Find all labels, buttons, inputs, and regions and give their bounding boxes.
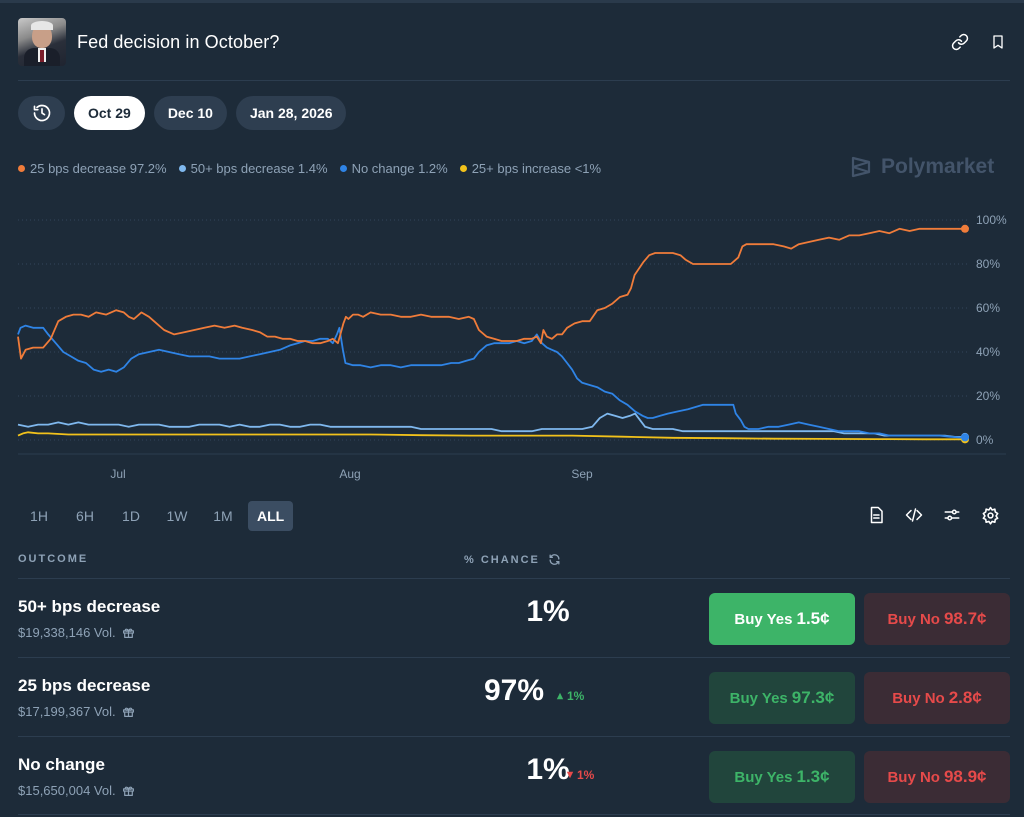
range-1h[interactable]: 1H [30, 508, 48, 524]
tab-jan-28-2026[interactable]: Jan 28, 2026 [235, 96, 347, 130]
y-tick-label: 20% [976, 389, 1000, 403]
bookmark-icon[interactable] [988, 32, 1008, 52]
market-title: Fed decision in October? [77, 31, 280, 52]
history-icon [33, 104, 50, 122]
series-line-25-bps-decrease [17, 227, 965, 360]
document-icon[interactable] [866, 505, 886, 525]
y-tick-label: 40% [976, 345, 1000, 359]
time-range-selector: 1H 6H 1D 1W 1M ALL [18, 501, 294, 531]
range-6h[interactable]: 6H [76, 508, 94, 524]
range-1w[interactable]: 1W [166, 508, 188, 524]
outcome-name: 25 bps decrease [18, 676, 151, 695]
series-line-50-bps-decrease [17, 412, 965, 438]
chart-tools [866, 505, 1000, 525]
y-tick-label: 60% [976, 301, 1000, 315]
range-all[interactable]: ALL [248, 501, 294, 531]
code-icon[interactable] [904, 505, 924, 525]
link-icon[interactable] [950, 32, 970, 52]
outcome-name: No change [18, 755, 105, 774]
header-actions [950, 32, 1010, 52]
buy-no-button[interactable]: Buy No 98.9¢ [864, 751, 1010, 803]
outcome-chance: 1% [526, 595, 570, 628]
polymarket-logo-icon [851, 156, 871, 178]
outcome-name: 50+ bps decrease [18, 597, 161, 616]
legend-item: 25+ bps increase <1% [459, 161, 601, 176]
series-end-point [961, 433, 969, 442]
gift-icon[interactable] [122, 626, 135, 639]
outcome-row[interactable]: 50+ bps decrease $19,338,146 Vol. 1% Buy… [18, 579, 1010, 657]
outcome-volume: $15,650,004 Vol. [18, 783, 135, 798]
row-divider [18, 814, 1010, 815]
buy-yes-button[interactable]: Buy Yes 1.5¢ [709, 593, 855, 645]
y-tick-label: 0% [976, 433, 994, 447]
tab-oct-29[interactable]: Oct 29 [74, 96, 145, 130]
series-line-no-change [17, 324, 965, 439]
outcome-volume: $17,199,367 Vol. [18, 704, 135, 719]
history-button[interactable] [18, 96, 65, 130]
column-outcome: OUTCOME [18, 553, 89, 565]
price-chart[interactable]: 100% 80% 60% 40% 20% 0% Jul Aug Sep [0, 195, 1024, 485]
chance-delta: 1% [556, 689, 584, 703]
legend-item: No change 1.2% [339, 161, 448, 176]
y-tick-label: 100% [976, 213, 1007, 227]
legend-item: 50+ bps decrease 1.4% [178, 161, 328, 176]
refresh-icon[interactable] [548, 553, 561, 566]
buy-no-button[interactable]: Buy No 2.8¢ [864, 672, 1010, 724]
range-1d[interactable]: 1D [122, 508, 140, 524]
table-divider [18, 578, 1010, 579]
tab-dec-10[interactable]: Dec 10 [153, 96, 227, 130]
polymarket-watermark: Polymarket [849, 155, 994, 179]
outcome-volume: $19,338,146 Vol. [18, 625, 135, 640]
row-divider [18, 736, 1010, 737]
x-tick-label: Aug [339, 467, 360, 481]
sliders-icon[interactable] [942, 505, 962, 525]
market-header: Fed decision in October? [18, 18, 1010, 66]
outcome-chance: 97% [483, 674, 545, 707]
buy-no-button[interactable]: Buy No 98.7¢ [864, 593, 1010, 645]
market-avatar [18, 18, 66, 66]
date-tabs: Oct 29 Dec 10 Jan 28, 2026 [18, 96, 347, 130]
chart-legend: 25 bps decrease 97.2% 50+ bps decrease 1… [18, 161, 601, 176]
header-divider [18, 80, 1010, 81]
gift-icon[interactable] [122, 784, 135, 797]
buy-yes-button[interactable]: Buy Yes 97.3¢ [709, 672, 855, 724]
series-line-25-bps-increase [17, 431, 965, 441]
outcome-chance: 1% [526, 753, 570, 786]
chance-delta: 1% [566, 768, 594, 782]
triangle-up-icon [556, 692, 564, 700]
settings-icon[interactable] [980, 505, 1000, 525]
buy-yes-button[interactable]: Buy Yes 1.3¢ [709, 751, 855, 803]
y-tick-label: 80% [976, 257, 1000, 271]
x-tick-label: Sep [571, 467, 593, 481]
triangle-down-icon [566, 771, 574, 779]
series-end-point [961, 224, 969, 233]
range-1m[interactable]: 1M [213, 508, 233, 524]
gift-icon[interactable] [122, 705, 135, 718]
outcome-row[interactable]: No change $15,650,004 Vol. 1% 1% Buy Yes… [18, 737, 1010, 815]
legend-item: 25 bps decrease 97.2% [18, 161, 167, 176]
x-tick-label: Jul [110, 467, 125, 481]
column-chance: % CHANCE [464, 553, 561, 566]
row-divider [18, 657, 1010, 658]
outcome-row[interactable]: 25 bps decrease $17,199,367 Vol. 97% 1% … [18, 658, 1010, 736]
top-border [0, 0, 1024, 3]
